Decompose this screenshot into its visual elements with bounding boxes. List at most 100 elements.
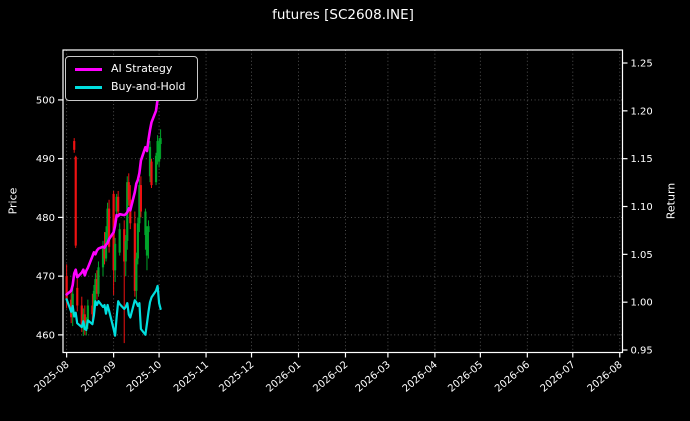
candle bbox=[159, 129, 162, 159]
x-tick-label: 2025-09 bbox=[79, 359, 118, 394]
candle-body bbox=[135, 258, 138, 291]
legend-item-buy-and-hold: Buy-and-Hold bbox=[75, 80, 186, 94]
y-tick-label-right: 1.25 bbox=[631, 59, 653, 70]
candle bbox=[123, 220, 126, 344]
candle-body bbox=[148, 146, 152, 177]
y-tick-label-right: 1.15 bbox=[631, 154, 653, 165]
candle-body bbox=[157, 143, 161, 162]
candle-body bbox=[82, 314, 85, 327]
plot-border bbox=[62, 49, 624, 354]
candle-body bbox=[73, 141, 76, 150]
candles-layer bbox=[65, 129, 162, 344]
candle-body bbox=[97, 267, 100, 294]
candle-body bbox=[138, 185, 141, 224]
axes-layer: 460 470 480 490 500 0.95 1.00 1.05 1.10 1.15 1.20 1… bbox=[32, 59, 652, 395]
y-tick-label-left: 460 bbox=[36, 330, 55, 341]
candle bbox=[117, 190, 120, 215]
y-tick-label-right: 1.05 bbox=[631, 250, 653, 261]
legend-swatch-buy-and-hold-icon bbox=[75, 85, 102, 89]
candle-body bbox=[107, 208, 111, 247]
x-tick-label: 2026-02 bbox=[311, 359, 350, 394]
candle-body bbox=[74, 156, 77, 246]
candle bbox=[157, 138, 161, 168]
y-tick-label-right: 1.00 bbox=[631, 298, 653, 309]
candle-body bbox=[127, 182, 130, 200]
candle bbox=[135, 252, 138, 300]
legend: AI Strategy Buy-and-Hold bbox=[65, 56, 198, 102]
candle-body bbox=[123, 229, 126, 262]
candle bbox=[76, 279, 79, 312]
candle-body bbox=[118, 229, 121, 253]
candle-body bbox=[115, 196, 118, 212]
candle bbox=[112, 190, 115, 295]
candle-body bbox=[147, 226, 150, 233]
x-tick-label: 2026-01 bbox=[264, 359, 303, 394]
candle bbox=[97, 261, 100, 297]
candle bbox=[91, 293, 94, 321]
candle-body bbox=[114, 243, 117, 271]
candle-body bbox=[94, 279, 97, 291]
candle bbox=[138, 179, 141, 233]
legend-swatch-ai-strategy-icon bbox=[75, 67, 102, 71]
candle bbox=[106, 202, 109, 241]
candle bbox=[156, 135, 159, 165]
candle-body bbox=[103, 246, 106, 259]
x-tick-label: 2026-08 bbox=[586, 359, 625, 394]
candle bbox=[139, 176, 142, 218]
candle-body bbox=[83, 314, 86, 330]
y-tick-label-right: 1.20 bbox=[631, 106, 653, 117]
candle bbox=[127, 173, 130, 206]
candle bbox=[107, 199, 111, 253]
candle bbox=[148, 141, 152, 183]
candle-body bbox=[124, 240, 127, 262]
candle bbox=[147, 220, 150, 259]
candle bbox=[133, 211, 136, 297]
chart-title: futures [SC2608.INE] bbox=[272, 7, 414, 23]
candle-body bbox=[154, 155, 158, 183]
x-tick-label: 2025-10 bbox=[125, 359, 164, 394]
candle bbox=[73, 138, 76, 153]
candle-body bbox=[71, 293, 74, 315]
candle bbox=[150, 158, 153, 189]
candle bbox=[144, 208, 147, 250]
y-tick-label-left: 470 bbox=[36, 272, 55, 283]
candle-body bbox=[92, 290, 96, 315]
x-tick-label: 2025-11 bbox=[172, 359, 211, 394]
x-tick-label: 2026-04 bbox=[401, 359, 440, 394]
candle-body bbox=[65, 276, 68, 300]
candle-body bbox=[159, 138, 162, 144]
legend-label-buy-and-hold: Buy-and-Hold bbox=[111, 80, 186, 94]
candle-body bbox=[86, 305, 89, 324]
x-tick-label: 2026-07 bbox=[539, 359, 578, 394]
y-tick-label-right: 0.95 bbox=[631, 346, 653, 357]
candle bbox=[114, 237, 117, 283]
candle-body bbox=[133, 223, 136, 291]
legend-item-ai-strategy: AI Strategy bbox=[75, 62, 186, 75]
x-tick-label: 2026-06 bbox=[493, 359, 532, 394]
candle bbox=[136, 217, 139, 265]
candle-body bbox=[136, 223, 139, 259]
candle bbox=[118, 223, 121, 256]
candle-body bbox=[144, 211, 147, 236]
candle bbox=[94, 273, 97, 303]
x-tick-label: 2026-05 bbox=[446, 359, 485, 394]
candle-body bbox=[145, 232, 149, 256]
candle-body bbox=[76, 287, 79, 306]
y-tick-label-right: 1.10 bbox=[631, 202, 653, 213]
x-tick-label: 2026-03 bbox=[354, 359, 393, 394]
candle-body bbox=[91, 305, 94, 315]
y-tick-label-left: 500 bbox=[36, 95, 55, 106]
y-tick-label-left: 480 bbox=[36, 213, 55, 224]
x-tick-label: 2025-08 bbox=[32, 359, 71, 394]
buy-and-hold-line bbox=[65, 284, 162, 337]
legend-label-ai-strategy: AI Strategy bbox=[111, 62, 173, 75]
left-axis-label: Price bbox=[6, 187, 20, 215]
candle bbox=[154, 152, 158, 186]
candle bbox=[95, 270, 99, 300]
candle bbox=[145, 226, 149, 271]
candle-body bbox=[101, 246, 105, 268]
candle bbox=[124, 235, 127, 277]
candle-body bbox=[156, 141, 159, 156]
x-tick-label: 2025-12 bbox=[217, 359, 256, 394]
